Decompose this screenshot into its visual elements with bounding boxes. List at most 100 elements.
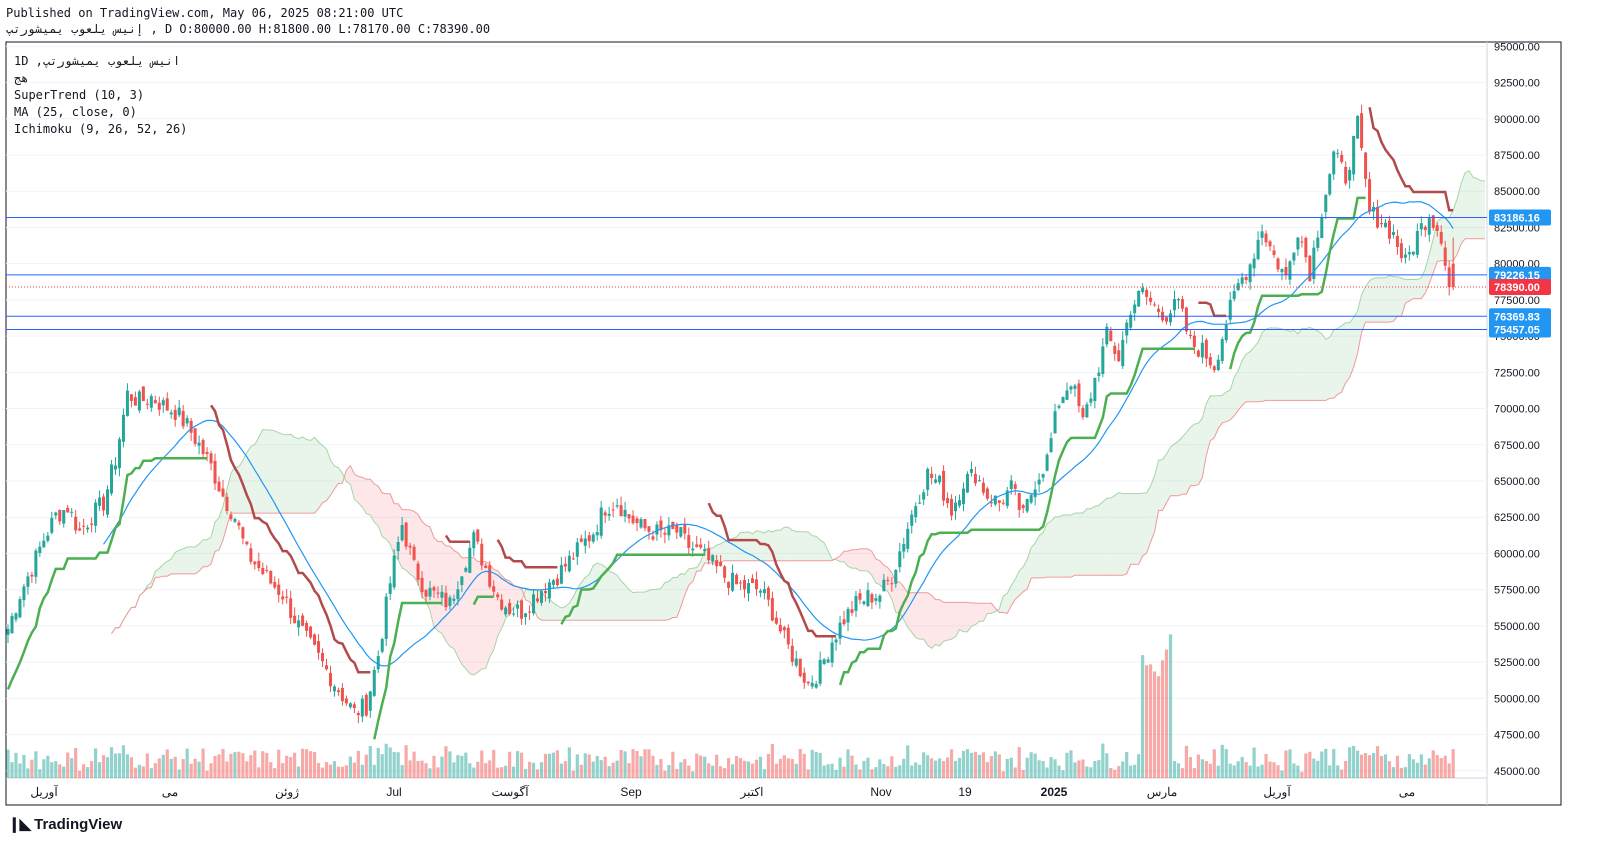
candle-body bbox=[1399, 243, 1403, 259]
ichimoku-span-lines bbox=[111, 170, 1485, 676]
candle-body bbox=[1192, 335, 1196, 347]
candle-body bbox=[269, 570, 273, 584]
candle-body bbox=[1073, 385, 1077, 389]
candle-body bbox=[18, 599, 22, 618]
candle-body bbox=[257, 560, 261, 569]
cloud-segment bbox=[1381, 277, 1386, 323]
candle-body bbox=[1208, 357, 1212, 366]
cloud-segment bbox=[469, 557, 474, 676]
supertrend-segment bbox=[472, 595, 494, 606]
candle-body bbox=[894, 569, 898, 584]
volume-bar bbox=[74, 748, 78, 778]
volume-bar bbox=[727, 758, 731, 778]
candle-body bbox=[1308, 255, 1312, 281]
cloud-segment bbox=[776, 530, 781, 561]
cloud-segment bbox=[852, 549, 856, 569]
cloud-segment bbox=[836, 555, 841, 562]
candle-body bbox=[384, 596, 388, 639]
candle-body bbox=[253, 561, 257, 565]
volume-bar bbox=[790, 759, 794, 778]
candle-body bbox=[1224, 324, 1228, 341]
candle-body bbox=[954, 502, 958, 512]
supertrend-segment bbox=[373, 601, 442, 740]
candle-body bbox=[289, 598, 293, 618]
volume-bar bbox=[217, 754, 221, 778]
volume-bar bbox=[145, 753, 149, 778]
volume-bar bbox=[436, 767, 440, 778]
cloud-segment bbox=[322, 445, 327, 503]
volume-bar bbox=[1081, 759, 1085, 778]
candle-body bbox=[878, 595, 882, 602]
candle-body bbox=[1379, 223, 1384, 225]
candle-body bbox=[221, 488, 225, 497]
volume-bar bbox=[22, 754, 26, 778]
cloud-segment bbox=[760, 531, 765, 561]
candle-body bbox=[360, 698, 364, 717]
cloud-segment bbox=[1218, 395, 1223, 429]
cloud-segment bbox=[1401, 278, 1406, 317]
candle-body bbox=[273, 582, 277, 588]
candle-body bbox=[213, 460, 217, 484]
candle-body bbox=[826, 659, 830, 663]
volume-bar bbox=[82, 764, 86, 778]
candle-body bbox=[822, 659, 826, 664]
candle-body bbox=[659, 520, 663, 531]
volume-bar bbox=[941, 761, 946, 778]
cloud-segment bbox=[1090, 506, 1095, 576]
volume-bar bbox=[1367, 755, 1372, 778]
cloud-segment bbox=[1405, 279, 1410, 304]
cloud-segment bbox=[1019, 566, 1024, 596]
cloud-segment bbox=[664, 581, 669, 621]
legend: 1D ,انيس يلعوب يميشورتپ هج SuperTrend (10,… bbox=[14, 54, 187, 136]
time-tick-label: Nov bbox=[870, 785, 891, 799]
cloud-segment bbox=[1003, 593, 1008, 614]
candle-body bbox=[862, 601, 866, 605]
cloud-segment bbox=[1409, 279, 1414, 301]
candle-body bbox=[1033, 489, 1037, 498]
candle-body bbox=[1252, 258, 1256, 269]
candle-body bbox=[516, 604, 520, 609]
volume-bar bbox=[512, 766, 516, 778]
candles bbox=[6, 104, 1455, 724]
candle-body bbox=[1133, 304, 1137, 314]
cloud-segment bbox=[688, 568, 693, 586]
cloud-segment bbox=[1258, 332, 1263, 402]
candle-body bbox=[133, 397, 137, 406]
volume-bar bbox=[472, 767, 476, 778]
volume-bar bbox=[424, 763, 428, 778]
candle-body bbox=[121, 414, 125, 442]
volume-bar bbox=[1121, 761, 1125, 778]
candle-body bbox=[1256, 239, 1260, 260]
volume-bar bbox=[261, 751, 265, 778]
cloud-segment bbox=[485, 561, 490, 669]
price-label: 75457.05 bbox=[1494, 324, 1540, 336]
price-tick-label: 52500.00 bbox=[1494, 657, 1540, 669]
price-tick-label: 90000.00 bbox=[1494, 114, 1540, 126]
candle-body bbox=[348, 703, 352, 708]
candle-body bbox=[1288, 261, 1292, 280]
volume-bar bbox=[818, 752, 822, 778]
volume-bar bbox=[1356, 750, 1360, 778]
candle-body bbox=[989, 502, 993, 504]
candle-body bbox=[675, 524, 679, 533]
candle-body bbox=[265, 569, 269, 571]
volume-bar bbox=[1220, 744, 1224, 778]
candle-body bbox=[603, 512, 607, 516]
candle-body bbox=[173, 409, 177, 420]
candle-body bbox=[408, 545, 412, 548]
cloud-segment bbox=[1106, 498, 1111, 576]
candle-body bbox=[117, 439, 121, 469]
candle-body bbox=[957, 500, 962, 506]
candle-body bbox=[356, 713, 360, 716]
volume-bar bbox=[1200, 759, 1204, 778]
cloud-segment bbox=[382, 492, 387, 540]
candle-body bbox=[1176, 299, 1180, 301]
candle-body bbox=[1431, 215, 1435, 228]
cloud-segment bbox=[605, 566, 610, 621]
volume-bar bbox=[703, 756, 707, 778]
volume-bar bbox=[1005, 758, 1009, 778]
candle-body bbox=[754, 579, 758, 590]
volume-bar bbox=[583, 753, 587, 778]
candle-body bbox=[94, 502, 98, 526]
